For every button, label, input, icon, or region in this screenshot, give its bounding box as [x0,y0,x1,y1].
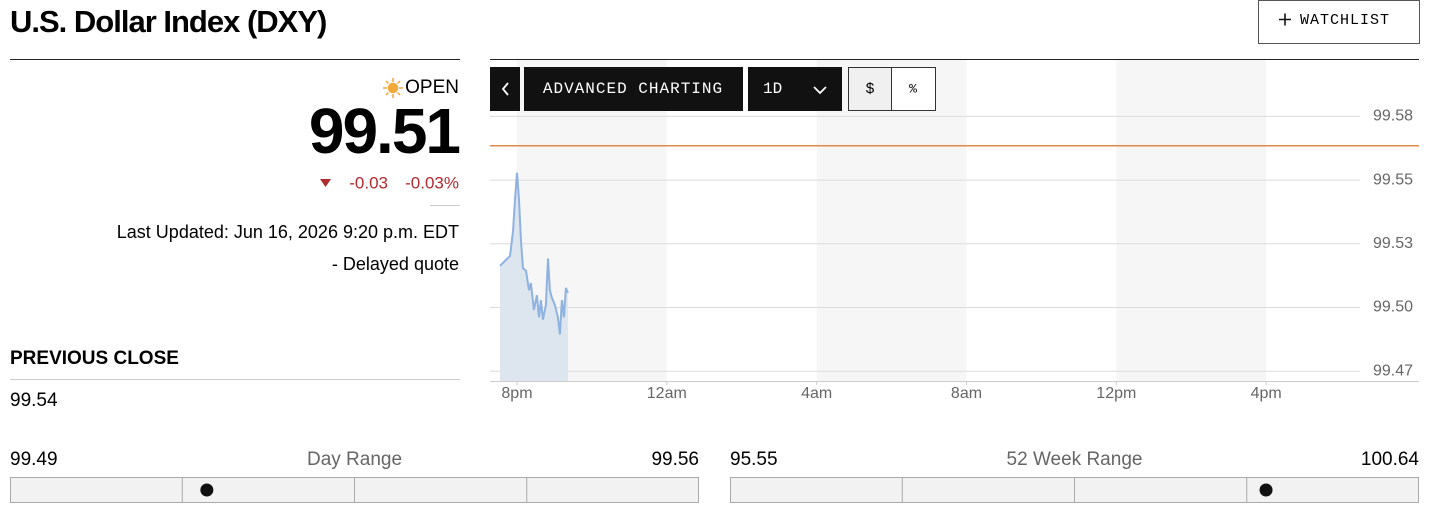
day-range-marker [200,483,214,497]
percent-label[interactable]: % [909,81,917,96]
week52-range-high: 100.64 [1361,449,1420,470]
price: 99.51 [309,95,460,167]
session-band [1116,60,1267,381]
x-tick-label: 4pm [1251,385,1282,402]
x-tick-label: 12am [647,385,687,402]
price-line [499,172,569,335]
y-tick-label: 99.47 [1373,362,1413,379]
chart: 99.47 99.50 99.53 99.55 99.58 8pm 12am 4am 8am 12… [490,60,1419,402]
interval-label[interactable]: 1D [763,80,782,98]
chevron-left [501,82,509,96]
sun-icon [383,78,403,98]
x-tick-label: 8am [951,385,982,402]
dollar-button[interactable] [848,67,892,111]
day-range-high: 99.56 [651,449,699,470]
previous-close-value: 99.54 [10,390,58,411]
last-updated: Last Updated: Jun 16, 2026 9:20 p.m. EDT [117,222,459,242]
collapse-button[interactable] [490,67,520,111]
advanced-charting-button[interactable] [524,67,743,111]
y-tick-label: 99.53 [1373,235,1413,252]
change: -0.03 [349,173,388,192]
price-area [500,172,568,381]
watchlist-label[interactable]: WATCHLIST [1300,12,1390,29]
week52-range-marker [1259,483,1273,497]
title: U.S. Dollar Index (DXY) [10,4,326,39]
session-band [816,60,967,381]
market-status: OPEN [405,77,459,98]
week52-range-low: 95.55 [730,449,778,470]
delayed-note: - Delayed quote [332,254,459,274]
percent-button[interactable] [891,67,936,111]
day-range-label: Day Range [307,449,402,470]
y-tick-label: 99.55 [1373,171,1413,188]
chevron-down [813,86,827,95]
change-percent: -0.03% [405,173,459,192]
x-tick-label: 12pm [1096,385,1136,402]
day-range-low: 99.49 [10,449,58,470]
advanced-charting-label[interactable]: ADVANCED CHARTING [543,80,723,98]
x-tick-label: 8pm [501,385,532,402]
dollar-label[interactable]: $ [865,81,874,98]
previous-close-label: PREVIOUS CLOSE [10,348,179,369]
week52-range-label: 52 Week Range [1007,449,1143,470]
x-tick-label: 4am [801,385,832,402]
y-tick-label: 99.58 [1373,108,1413,125]
plus-icon [1279,13,1291,26]
interval-select[interactable] [748,67,842,111]
down-arrow [320,179,331,187]
y-tick-label: 99.50 [1373,299,1413,316]
